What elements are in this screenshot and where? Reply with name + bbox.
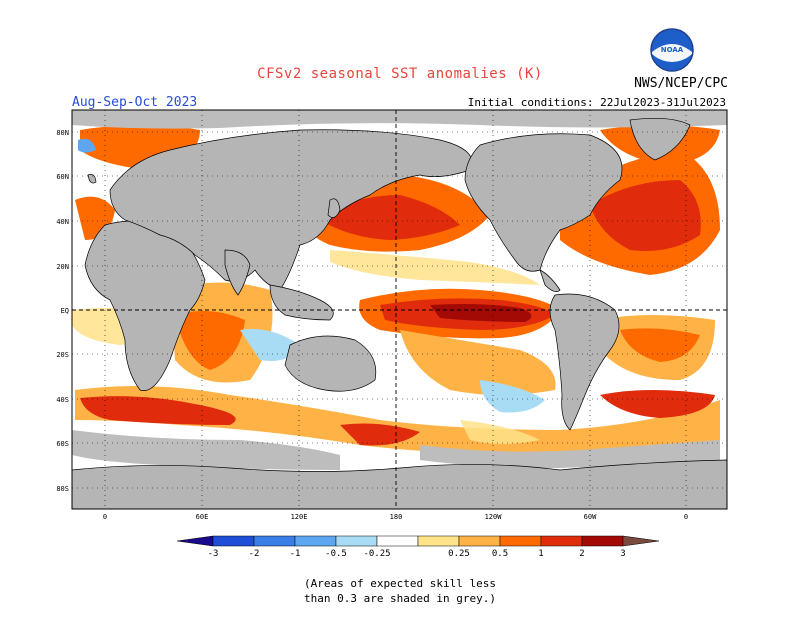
- lat-label: EQ: [61, 307, 69, 315]
- lat-label: 20N: [56, 263, 69, 271]
- central-america: [539, 269, 561, 292]
- lon-label: 60W: [584, 513, 597, 521]
- colorbar-tick-label: -0.5: [325, 549, 347, 559]
- colorbar-swatch: [499, 535, 542, 547]
- lat-label: 80N: [56, 129, 69, 137]
- map-gridlines: [72, 110, 727, 509]
- colorbar-tick-label: -0.25: [363, 549, 390, 559]
- eurasia: [109, 129, 473, 291]
- season-label: Aug-Sep-Oct 2023: [72, 95, 198, 110]
- colorbar-swatch: [417, 535, 460, 547]
- lat-label: 80S: [56, 485, 69, 493]
- japan: [327, 198, 341, 218]
- colorbar-tick-label: 0.25: [448, 549, 470, 559]
- colorbar-swatch: [294, 535, 337, 547]
- colorbar-tick-label: 1: [538, 549, 543, 559]
- map-title: CFSv2 seasonal SST anomalies (K): [257, 66, 543, 82]
- skill-note-line2: than 0.3 are shaded in grey.): [303, 592, 497, 605]
- colorbar-arrow-high: [622, 535, 660, 547]
- colorbar-swatch: [581, 535, 624, 547]
- maritime-continent: [269, 284, 334, 321]
- colorbar-tick-label: 0.5: [492, 549, 508, 559]
- warm-anomalies: [75, 125, 720, 455]
- british-isles: [87, 173, 97, 184]
- colorbar-swatch: [335, 535, 378, 547]
- north-america: [464, 133, 623, 272]
- antarctica: [71, 459, 728, 510]
- greenland: [629, 118, 691, 161]
- skill-note: (Areas of expected skill less than 0.3 a…: [0, 576, 800, 606]
- noaa-logo: NOAA: [650, 28, 694, 72]
- initial-conditions-label: Initial conditions: 22Jul2023-31Jul2023: [467, 96, 726, 109]
- lon-label: 60E: [196, 513, 209, 521]
- lon-label: 120E: [291, 513, 308, 521]
- colorbar: -3 -2 -1 -0.5 -0.25 0.25 0.5 1 2 3: [176, 535, 660, 559]
- lon-label: 120W: [485, 513, 503, 521]
- colorbar-tick-label: -3: [208, 549, 219, 559]
- lon-label: 0: [103, 513, 107, 521]
- south-america: [549, 293, 620, 431]
- colorbar-swatch: [458, 535, 501, 547]
- land-masses: [71, 118, 728, 510]
- lat-label: 40N: [56, 218, 69, 226]
- lat-label: 60N: [56, 173, 69, 181]
- skill-note-line1: (Areas of expected skill less: [303, 577, 497, 590]
- lon-label: 180: [390, 513, 403, 521]
- colorbar-swatch: [376, 535, 419, 547]
- agency-label: NWS/NCEP/CPC: [634, 76, 728, 91]
- noaa-logo-text: NOAA: [661, 46, 684, 54]
- colorbar-swatch: [253, 535, 296, 547]
- lat-label: 40S: [56, 396, 69, 404]
- colorbar-swatch: [212, 535, 255, 547]
- colorbar-tick-label: -1: [290, 549, 301, 559]
- low-skill-areas: [72, 110, 727, 470]
- lon-label: 0: [684, 513, 688, 521]
- colorbar-tick-label: -2: [249, 549, 260, 559]
- lat-label: 60S: [56, 440, 69, 448]
- lat-label: 20S: [56, 351, 69, 359]
- colorbar-tick-label: 3: [620, 549, 625, 559]
- colorbar-tick-label: 2: [579, 549, 584, 559]
- colorbar-swatch: [540, 535, 583, 547]
- map-reference-lines: [72, 110, 727, 509]
- australia: [284, 335, 377, 392]
- colorbar-arrow-low: [176, 535, 214, 547]
- map-frame: [71, 109, 728, 510]
- india: [224, 249, 251, 296]
